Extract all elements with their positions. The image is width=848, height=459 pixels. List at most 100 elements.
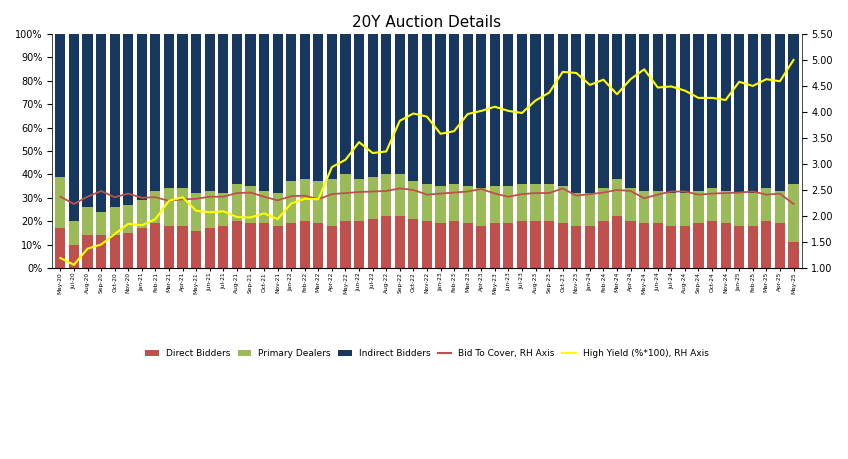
Bar — [490, 34, 500, 186]
Bar — [762, 188, 772, 221]
High Yield (%*100), RH Axis — [55, 255, 65, 261]
High Yield (%*100), RH Axis — [69, 262, 79, 268]
Bar — [326, 34, 337, 179]
Bar — [259, 34, 269, 191]
Bar — [435, 186, 445, 224]
Bar — [177, 188, 187, 226]
Bar — [272, 226, 282, 268]
High Yield (%*100), RH Axis — [775, 78, 785, 84]
Bar — [544, 184, 555, 221]
Bar — [721, 34, 731, 191]
Bar — [639, 34, 650, 191]
Bar — [123, 233, 133, 268]
Bar — [164, 34, 174, 188]
Bar — [762, 221, 772, 268]
Bar — [150, 34, 160, 191]
Bar — [109, 207, 120, 235]
High Yield (%*100), RH Axis — [204, 210, 215, 215]
Bar — [435, 34, 445, 186]
Bar — [775, 34, 785, 191]
Bar — [286, 181, 296, 224]
Bar — [164, 188, 174, 226]
Bar — [245, 34, 255, 186]
Bar — [367, 177, 377, 219]
Bar — [531, 221, 541, 268]
Bar — [408, 219, 418, 268]
Bar — [504, 186, 514, 224]
Bar — [354, 179, 364, 221]
Bar — [286, 224, 296, 268]
Bar — [340, 34, 350, 174]
Bar — [354, 221, 364, 268]
Bar — [245, 186, 255, 224]
Bar — [82, 235, 92, 268]
Bid To Cover, RH Axis — [394, 185, 404, 191]
Bar — [734, 34, 745, 193]
Bar — [137, 200, 147, 228]
Bar — [762, 34, 772, 188]
Bar — [394, 174, 404, 217]
Bar — [707, 221, 717, 268]
Bar — [734, 193, 745, 226]
Bar — [123, 205, 133, 233]
Bar — [477, 34, 487, 188]
High Yield (%*100), RH Axis — [789, 57, 799, 63]
Bar — [354, 34, 364, 179]
Bar — [109, 34, 120, 207]
Bar — [232, 34, 242, 184]
Bar — [517, 34, 527, 184]
Bar — [299, 221, 310, 268]
Bar — [449, 221, 459, 268]
Bar — [408, 34, 418, 181]
Bar — [232, 184, 242, 221]
Bar — [259, 224, 269, 268]
Bid To Cover, RH Axis — [340, 190, 350, 196]
Bar — [55, 177, 65, 228]
Bar — [191, 230, 201, 268]
Bar — [531, 34, 541, 184]
Bar — [748, 193, 758, 226]
Bar — [517, 184, 527, 221]
Bar — [326, 179, 337, 226]
Bid To Cover, RH Axis — [55, 194, 65, 200]
High Yield (%*100), RH Axis — [721, 97, 731, 103]
Bar — [734, 226, 745, 268]
Bar — [259, 191, 269, 224]
Bar — [326, 226, 337, 268]
Bar — [462, 224, 472, 268]
Bar — [707, 188, 717, 221]
Bar — [299, 34, 310, 179]
Bar — [272, 193, 282, 226]
Bar — [558, 186, 568, 224]
Bar — [680, 34, 690, 193]
Bar — [394, 217, 404, 268]
Bar — [517, 221, 527, 268]
Bar — [558, 34, 568, 186]
Bid To Cover, RH Axis — [775, 191, 785, 196]
Bar — [477, 226, 487, 268]
Bar — [367, 34, 377, 177]
Bar — [694, 34, 704, 191]
Bar — [653, 191, 663, 224]
Bar — [69, 245, 79, 268]
Bar — [748, 34, 758, 193]
Bar — [421, 34, 432, 184]
Bar — [585, 34, 595, 193]
Bar — [572, 193, 582, 226]
Bar — [245, 224, 255, 268]
Bar — [177, 226, 187, 268]
Bar — [340, 221, 350, 268]
Bid To Cover, RH Axis — [150, 195, 160, 200]
Bar — [626, 34, 636, 188]
Bar — [653, 34, 663, 191]
Bar — [449, 184, 459, 221]
Bar — [55, 34, 65, 177]
Bar — [96, 34, 106, 212]
Bar — [191, 34, 201, 193]
Bar — [789, 242, 799, 268]
Bar — [82, 207, 92, 235]
Bar — [694, 224, 704, 268]
Bar — [572, 34, 582, 193]
Line: High Yield (%*100), RH Axis: High Yield (%*100), RH Axis — [60, 60, 794, 265]
Bar — [667, 193, 677, 226]
